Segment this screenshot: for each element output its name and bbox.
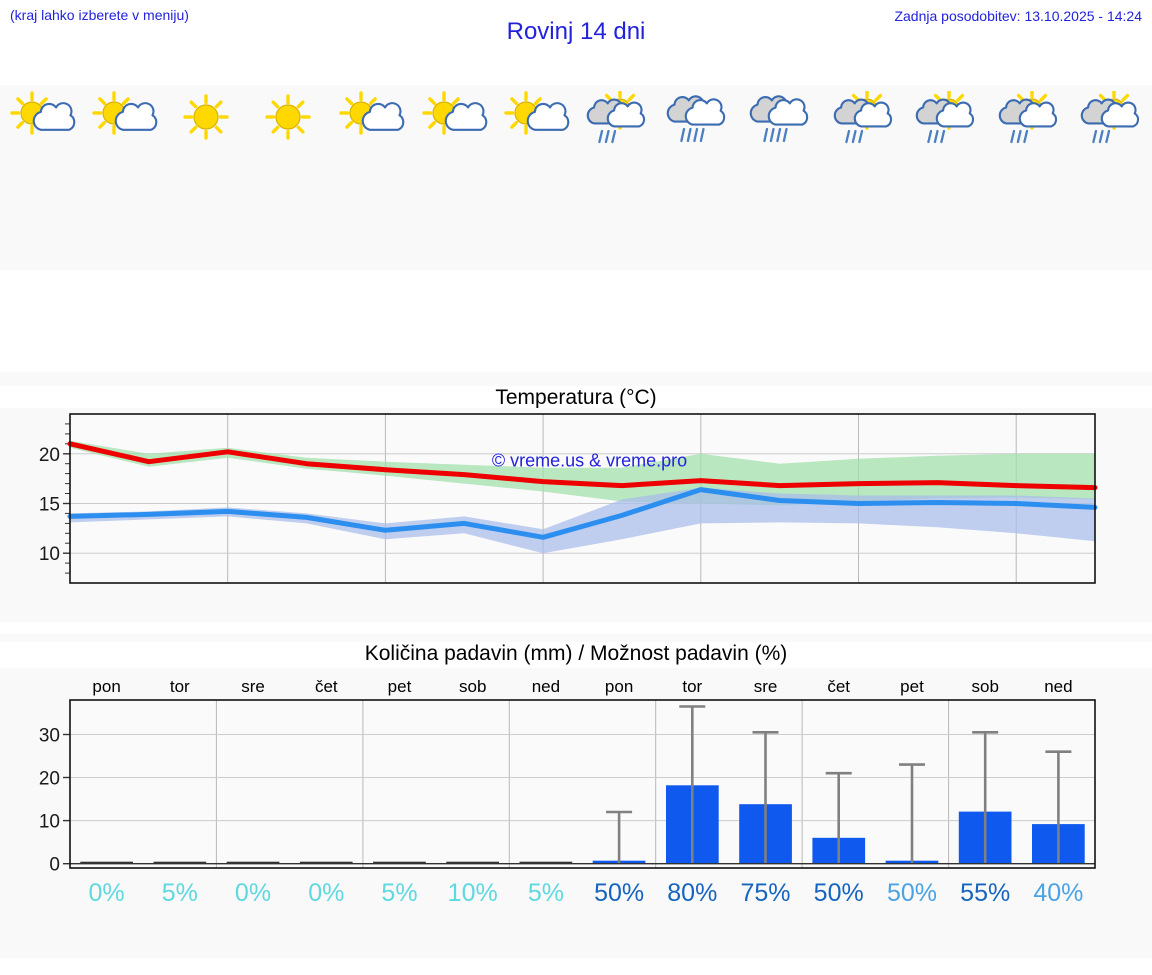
svg-text:ned: ned — [532, 677, 560, 696]
svg-text:sre: sre — [754, 677, 778, 696]
svg-text:20: 20 — [39, 769, 60, 790]
svg-text:10: 10 — [39, 544, 60, 565]
menu-hint: (kraj lahko izberete v meniju) — [10, 7, 189, 23]
svg-text:10%: 10% — [448, 879, 498, 907]
sun-cloud-rain-icon — [576, 89, 658, 147]
sun-icon — [247, 89, 329, 147]
page-title: Rovinj 14 dni — [506, 18, 646, 45]
svg-text:pet: pet — [388, 677, 412, 696]
svg-text:pet: pet — [900, 677, 924, 696]
svg-text:5%: 5% — [162, 879, 198, 907]
sun-cloud-icon — [494, 89, 576, 147]
daily-forecast-strip — [0, 85, 1152, 270]
svg-text:5%: 5% — [381, 879, 417, 907]
temperature-chart: 10 15 20 © vreme.us & vreme.pro — [0, 408, 1152, 622]
forecast-day-column[interactable] — [494, 85, 576, 270]
sun-cloud-rain-icon — [987, 89, 1069, 147]
svg-text:tor: tor — [682, 677, 702, 696]
temperature-chart-panel: Temperatura (°C) 10 15 20 © vreme.us & vrem… — [0, 372, 1152, 622]
cloud-rain-icon — [741, 89, 823, 147]
forecast-day-column[interactable] — [247, 85, 329, 270]
svg-text:5%: 5% — [528, 879, 564, 907]
svg-text:0%: 0% — [235, 879, 271, 907]
forecast-day-column[interactable] — [905, 85, 987, 270]
sun-cloud-icon — [411, 89, 493, 147]
svg-text:čet: čet — [827, 677, 850, 696]
svg-text:50%: 50% — [887, 879, 937, 907]
last-update-text: Zadnja posodobitev: 13.10.2025 - 14:24 — [894, 8, 1142, 24]
svg-text:ned: ned — [1044, 677, 1072, 696]
precipitation-chart: pon tor sre čet pet sob ned pon tor sre čet pet sob n… — [0, 668, 1152, 958]
svg-text:sob: sob — [971, 677, 998, 696]
sun-icon — [165, 89, 247, 147]
page-header: (kraj lahko izberete v meniju) Rovinj 14… — [0, 0, 1152, 60]
svg-text:sre: sre — [241, 677, 265, 696]
svg-text:tor: tor — [170, 677, 190, 696]
forecast-day-column[interactable] — [576, 85, 658, 270]
svg-text:čet: čet — [315, 677, 338, 696]
sun-cloud-icon — [0, 89, 82, 147]
precipitation-chart-panel: Količina padavin (mm) / Možnost padavin … — [0, 634, 1152, 958]
svg-text:80%: 80% — [667, 879, 717, 907]
svg-text:sob: sob — [459, 677, 486, 696]
forecast-day-column[interactable] — [741, 85, 823, 270]
svg-text:20: 20 — [39, 445, 60, 466]
forecast-day-column[interactable] — [165, 85, 247, 270]
forecast-day-column[interactable] — [411, 85, 493, 270]
sun-cloud-rain-icon — [1070, 89, 1152, 147]
svg-text:50%: 50% — [814, 879, 864, 907]
precipitation-chart-title: Količina padavin (mm) / Možnost padavin … — [0, 642, 1152, 672]
forecast-day-column[interactable] — [1070, 85, 1152, 270]
svg-text:pon: pon — [92, 677, 120, 696]
svg-text:55%: 55% — [960, 879, 1010, 907]
svg-text:© vreme.us & vreme.pro: © vreme.us & vreme.pro — [492, 451, 687, 471]
sun-cloud-rain-icon — [905, 89, 987, 147]
svg-text:pon: pon — [605, 677, 633, 696]
svg-text:0%: 0% — [308, 879, 344, 907]
sun-cloud-icon — [82, 89, 164, 147]
sun-cloud-rain-icon — [823, 89, 905, 147]
svg-text:0%: 0% — [89, 879, 125, 907]
forecast-day-column[interactable] — [658, 85, 740, 270]
forecast-day-column[interactable] — [987, 85, 1069, 270]
forecast-day-column[interactable] — [823, 85, 905, 270]
forecast-day-column[interactable] — [82, 85, 164, 270]
svg-text:10: 10 — [39, 812, 60, 833]
svg-text:0: 0 — [49, 855, 60, 876]
forecast-day-column[interactable] — [0, 85, 82, 270]
svg-text:50%: 50% — [594, 879, 644, 907]
sun-cloud-icon — [329, 89, 411, 147]
svg-text:15: 15 — [39, 495, 60, 516]
cloud-rain-icon — [658, 89, 740, 147]
svg-text:40%: 40% — [1033, 879, 1083, 907]
forecast-day-column[interactable] — [329, 85, 411, 270]
svg-text:75%: 75% — [740, 879, 790, 907]
svg-text:30: 30 — [39, 726, 60, 747]
